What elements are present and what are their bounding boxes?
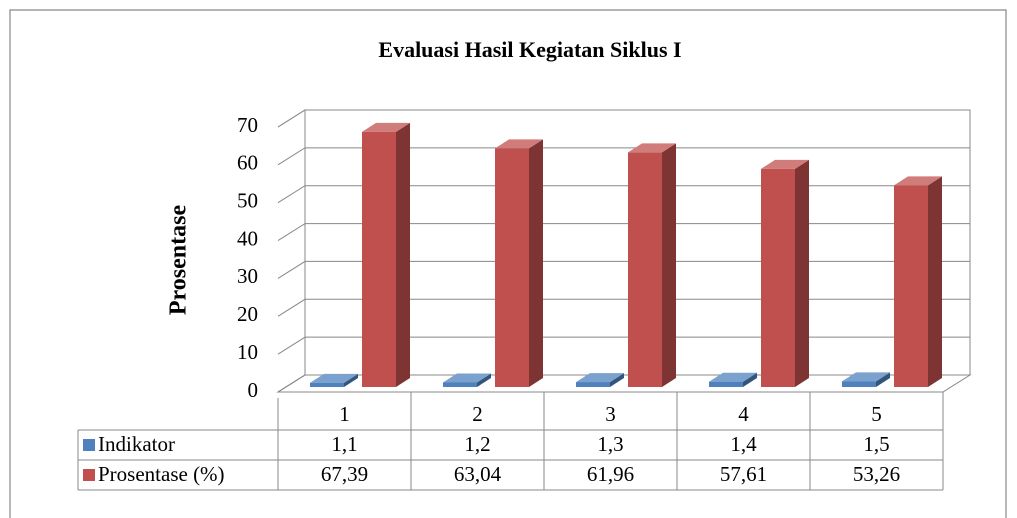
bar <box>894 185 928 387</box>
y-tick-label: 0 <box>248 378 259 402</box>
bar-top <box>576 373 624 383</box>
bar <box>628 152 662 387</box>
grid-line <box>277 109 970 128</box>
bar-top <box>709 372 757 382</box>
y-axis-label: Prosentase <box>166 205 192 316</box>
bar-side <box>876 372 890 387</box>
bar-side <box>795 159 809 387</box>
table-cell: 1,1 <box>331 432 357 456</box>
y-tick-label: 10 <box>237 340 258 364</box>
x-tick-label: 4 <box>738 402 749 426</box>
grid-line <box>277 298 970 317</box>
bar <box>310 382 344 387</box>
grid-line <box>277 336 970 355</box>
bar-side <box>396 122 410 388</box>
chart-title: Evaluasi Hasil Kegiatan Siklus I <box>378 37 681 62</box>
x-tick-label: 2 <box>472 402 483 426</box>
legend-swatch <box>83 469 95 481</box>
x-tick-label: 1 <box>339 402 350 426</box>
bar-side <box>529 139 543 387</box>
bar <box>443 382 477 387</box>
bar <box>761 168 795 387</box>
bar-side <box>344 373 358 387</box>
bar-top <box>628 143 676 153</box>
table-cell: 1,5 <box>863 432 889 456</box>
legend-label: Indikator <box>98 432 175 456</box>
bar-side <box>477 373 491 387</box>
x-tick-label: 5 <box>871 402 882 426</box>
bar <box>842 381 876 387</box>
legend-swatch <box>83 439 95 451</box>
y-tick-label: 40 <box>237 226 258 250</box>
bar-top <box>310 373 358 383</box>
chart-border <box>9 9 1007 518</box>
bar-side <box>610 373 624 387</box>
bar <box>576 382 610 387</box>
grid-line <box>277 147 970 166</box>
table-cell: 1,3 <box>597 432 623 456</box>
table-cell: 1,2 <box>464 432 490 456</box>
bar-side <box>928 176 942 387</box>
y-tick-label: 20 <box>237 302 258 326</box>
bar <box>495 148 529 387</box>
y-tick-label: 50 <box>237 189 258 213</box>
bar-top <box>842 372 890 382</box>
table-cell: 1,4 <box>730 432 757 456</box>
x-tick-label: 3 <box>605 402 616 426</box>
bar-side <box>662 143 676 387</box>
table-cell: 53,26 <box>853 462 900 486</box>
bar-top <box>894 176 942 186</box>
grid-line <box>277 185 970 204</box>
y-tick-label: 60 <box>237 151 258 175</box>
bar <box>362 131 396 387</box>
bar-top <box>362 122 410 132</box>
legend-label: Prosentase (%) <box>98 462 225 486</box>
bar <box>709 381 743 387</box>
bar-top <box>443 373 491 383</box>
grid-line <box>277 260 970 279</box>
y-tick-label: 70 <box>237 113 258 137</box>
table-cell: 67,39 <box>321 462 368 486</box>
table-cell: 63,04 <box>454 462 502 486</box>
bar-top <box>495 139 543 149</box>
grid-line <box>277 223 970 241</box>
y-tick-label: 30 <box>237 264 258 288</box>
bar-side <box>743 372 757 387</box>
bar-top <box>761 159 809 169</box>
table-cell: 61,96 <box>587 462 634 486</box>
table-cell: 57,61 <box>720 462 767 486</box>
side-wall <box>277 109 306 393</box>
